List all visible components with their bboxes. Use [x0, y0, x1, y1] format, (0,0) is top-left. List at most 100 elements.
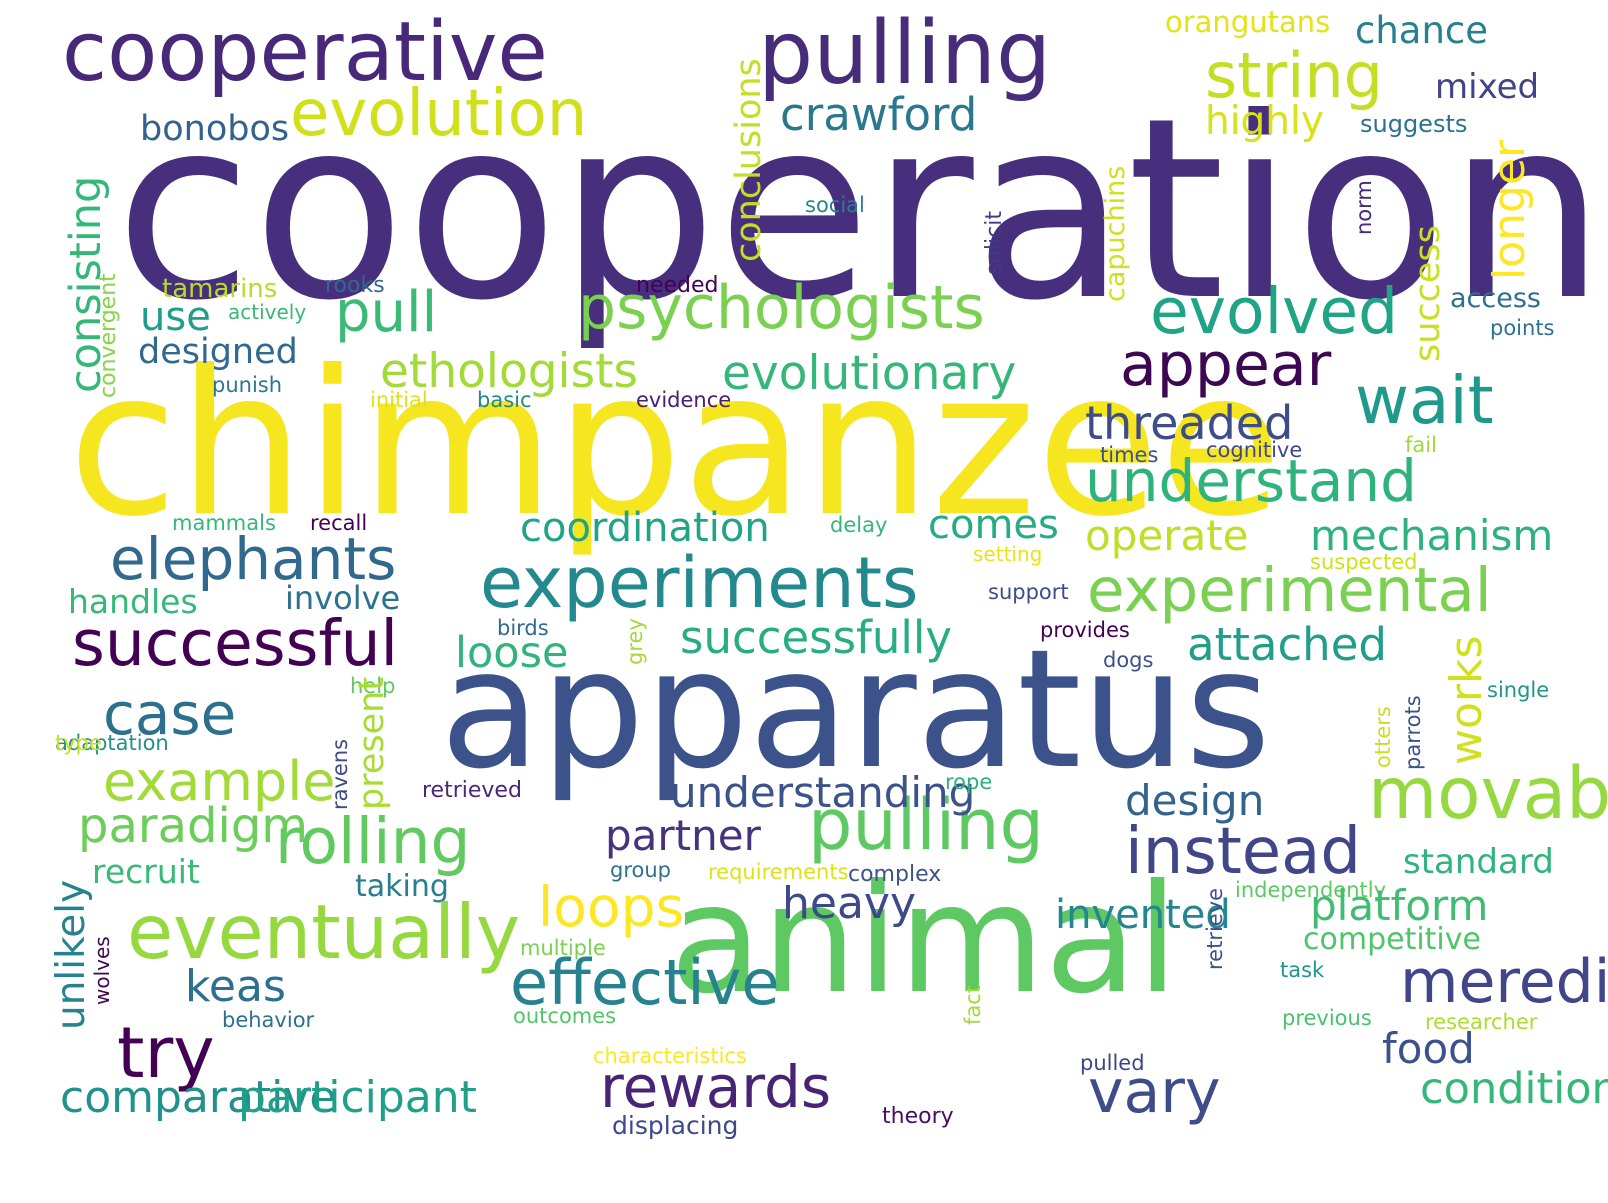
- word-participant: participant: [238, 1072, 477, 1123]
- word-designed: designed: [138, 332, 298, 372]
- word-rope: rope: [945, 770, 993, 794]
- word-complex: complex: [848, 862, 942, 887]
- word-pulling: pulling: [808, 784, 1044, 866]
- word-rewards: rewards: [600, 1053, 832, 1121]
- word-threaded: threaded: [1085, 396, 1294, 450]
- word-retrieved: retrieved: [422, 778, 522, 803]
- word-longer: longer: [1484, 139, 1535, 280]
- word-mechanism: mechanism: [1310, 511, 1554, 560]
- word-partner: partner: [605, 811, 761, 860]
- word-rolling: rolling: [275, 805, 471, 878]
- word-pulled: pulled: [1080, 1051, 1145, 1075]
- word-attached: attached: [1187, 618, 1387, 671]
- word-operate: operate: [1085, 511, 1249, 560]
- word-invented: invented: [1055, 892, 1231, 938]
- word-experimental: experimental: [1087, 555, 1492, 626]
- word-chance: chance: [1355, 9, 1489, 52]
- word-tamarins: tamarins: [162, 274, 278, 304]
- word-initial: initial: [370, 388, 428, 412]
- word-meredith: meredith: [1400, 947, 1608, 1017]
- word-solicit: solicit: [982, 211, 1007, 275]
- word-paradigm: paradigm: [78, 798, 309, 854]
- word-design: design: [1125, 776, 1265, 825]
- word-apparatus: apparatus: [440, 614, 1271, 805]
- word-times: times: [1100, 443, 1159, 467]
- word-group: group: [610, 858, 671, 882]
- word-researcher: researcher: [1425, 1010, 1538, 1034]
- word-punish: punish: [212, 373, 283, 397]
- word-provides: provides: [1040, 618, 1130, 642]
- word-theory: theory: [882, 1104, 954, 1129]
- word-dogs: dogs: [1103, 648, 1154, 672]
- word-successfully: successfully: [680, 611, 953, 664]
- word-comparative: comparative: [60, 1072, 337, 1123]
- word-evolution: evolution: [290, 77, 588, 151]
- word-suggests: suggests: [1360, 110, 1468, 138]
- word-actively: actively: [228, 300, 307, 324]
- word-string: string: [1205, 39, 1383, 112]
- word-heavy: heavy: [782, 878, 916, 929]
- word-understand: understand: [1085, 447, 1417, 515]
- word-behavior: behavior: [222, 1008, 315, 1032]
- word-single: single: [1487, 678, 1550, 702]
- word-displacing: displacing: [612, 1111, 739, 1140]
- word-evolved: evolved: [1150, 275, 1399, 348]
- word-vary: vary: [1088, 1057, 1221, 1127]
- word-case: case: [103, 680, 237, 748]
- word-comes: comes: [928, 502, 1059, 548]
- word-points: points: [1490, 316, 1555, 340]
- word-food: food: [1382, 1024, 1475, 1073]
- word-animal: animal: [670, 853, 1179, 1027]
- word-outcomes: outcomes: [513, 1004, 617, 1028]
- word-previous: previous: [1282, 1006, 1372, 1030]
- word-understanding: understanding: [670, 768, 976, 817]
- word-experiments: experiments: [480, 542, 919, 624]
- word-retrieve: retrieve: [1203, 887, 1227, 970]
- word-pull: pull: [335, 280, 438, 345]
- word-fail: fail: [1405, 433, 1437, 457]
- word-grey: grey: [623, 618, 647, 665]
- word-support: support: [988, 580, 1069, 604]
- word-delay: delay: [830, 513, 888, 537]
- word-movable: movable: [1368, 752, 1608, 835]
- word-suspected: suspected: [1310, 550, 1418, 574]
- word-works: works: [1441, 635, 1492, 765]
- word-characteristics: characteristics: [593, 1044, 747, 1068]
- word-social: social: [805, 193, 865, 217]
- word-loose: loose: [455, 628, 569, 678]
- word-fact: fact: [961, 984, 985, 1025]
- word-cooperative: cooperative: [62, 5, 548, 100]
- word-condition: condition: [1420, 1064, 1608, 1114]
- word-highly: highly: [1205, 99, 1324, 144]
- word-recruit: recruit: [92, 852, 200, 891]
- word-conclusions: conclusions: [729, 58, 769, 262]
- word-standard: standard: [1403, 842, 1554, 882]
- word-independently: independently: [1235, 878, 1387, 902]
- word-loops: loops: [538, 875, 685, 939]
- word-norm: norm: [1352, 180, 1376, 235]
- word-adaptation: adaptation: [55, 731, 169, 755]
- word-coordination: coordination: [520, 505, 770, 551]
- word-platform: platform: [1310, 881, 1489, 930]
- word-orangutans: orangutans: [1165, 5, 1331, 39]
- word-psychologists: psychologists: [578, 273, 985, 343]
- word-competitive: competitive: [1303, 922, 1481, 957]
- word-mammals: mammals: [172, 511, 276, 535]
- word-task: task: [1280, 958, 1325, 982]
- word-eventually: eventually: [127, 888, 521, 976]
- word-elephants: elephants: [110, 525, 397, 593]
- word-taking: taking: [355, 869, 449, 904]
- word-successful: successful: [72, 607, 399, 680]
- word-multiple: multiple: [520, 936, 606, 960]
- word-needed: needed: [636, 273, 719, 298]
- word-unlikely: unlikely: [49, 879, 94, 1030]
- word-birds: birds: [497, 616, 549, 640]
- word-appear: appear: [1120, 330, 1332, 400]
- word-handles: handles: [68, 582, 198, 621]
- word-bonobos: bonobos: [140, 109, 290, 149]
- word-capuchins: capuchins: [1100, 165, 1131, 302]
- word-crawford: crawford: [780, 88, 978, 141]
- word-evolutionary: evolutionary: [722, 346, 1017, 401]
- word-ethologists: ethologists: [380, 344, 638, 399]
